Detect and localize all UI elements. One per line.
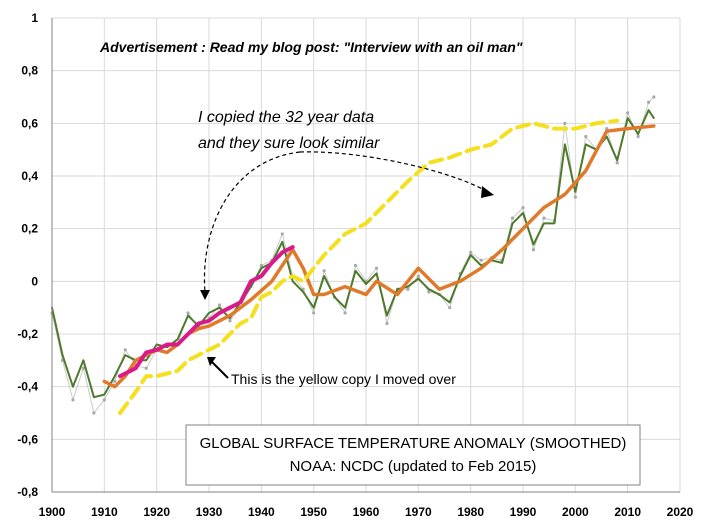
series-magenta-line bbox=[118, 245, 295, 379]
y-tick-label: 0,2 bbox=[21, 222, 38, 236]
raw-data-point bbox=[102, 398, 106, 402]
x-tick-label: 1990 bbox=[510, 505, 537, 519]
raw-data-point bbox=[186, 311, 190, 315]
raw-data-point bbox=[322, 269, 326, 273]
raw-data-point bbox=[374, 266, 379, 270]
y-tick-label: 1 bbox=[31, 11, 38, 25]
raw-data-point bbox=[312, 311, 316, 315]
y-tick-label: 0,8 bbox=[21, 64, 38, 78]
x-tick-label: 1940 bbox=[248, 505, 275, 519]
annotation-copied-line-2: and they sure look similar bbox=[198, 135, 380, 152]
y-tick-label: -0,2 bbox=[17, 327, 38, 341]
y-tick-label: 0,4 bbox=[21, 169, 38, 183]
raw-data-point bbox=[113, 379, 117, 383]
series-yellow-dashed-line bbox=[118, 118, 620, 415]
raw-data-point bbox=[573, 195, 577, 199]
y-tick-label: 0,6 bbox=[21, 116, 38, 130]
x-tick-label: 1930 bbox=[196, 505, 223, 519]
raw-data-point bbox=[531, 248, 536, 252]
raw-data-point bbox=[521, 206, 525, 210]
y-tick-labels: -0,8 -0,6 -0,4 -0,2 0 0,2 0,4 0,6 0,8 1 bbox=[17, 11, 38, 499]
raw-data-point bbox=[71, 398, 75, 402]
annotation-arrowhead-right bbox=[481, 186, 494, 198]
x-tick-label: 1920 bbox=[143, 505, 170, 519]
x-tick-labels: 1900 1910 1920 1930 1940 1950 1960 1970 1980 1990… bbox=[39, 505, 694, 519]
y-tick-label: 0 bbox=[31, 274, 38, 288]
axes bbox=[51, 18, 680, 493]
raw-data-point bbox=[626, 111, 630, 115]
y-tick-label: -0,4 bbox=[17, 380, 38, 394]
chart-subtitle: NOAA: NCDC (updated to Feb 2015) bbox=[290, 458, 537, 475]
x-tick-label: 1950 bbox=[300, 505, 327, 519]
annotation-yellow-arrow bbox=[211, 361, 229, 379]
raw-data-point bbox=[652, 95, 656, 99]
annotation-yellow-arrowhead bbox=[207, 357, 216, 366]
title-box bbox=[185, 424, 641, 486]
y-tick-label: -0,8 bbox=[17, 485, 38, 499]
raw-data-point bbox=[427, 290, 431, 294]
raw-data-point bbox=[217, 303, 222, 307]
raw-data-point bbox=[479, 258, 483, 262]
raw-data-point bbox=[406, 287, 410, 291]
annotation-arrow-left bbox=[203, 151, 301, 293]
x-tick-label: 2000 bbox=[562, 505, 589, 519]
series-layer bbox=[50, 95, 656, 415]
raw-data-point bbox=[259, 263, 263, 268]
x-tick-label: 2020 bbox=[667, 505, 694, 519]
x-tick-label: 1910 bbox=[91, 505, 118, 519]
x-tick-label: 1900 bbox=[39, 505, 66, 519]
x-tick-label: 2010 bbox=[614, 505, 641, 519]
raw-data-point bbox=[123, 348, 127, 352]
y-tick-label: -0,6 bbox=[17, 432, 38, 446]
raw-data-point bbox=[144, 366, 148, 370]
annotation-copied-line-1: I copied the 32 year data bbox=[198, 109, 374, 126]
x-tick-label: 1960 bbox=[353, 505, 380, 519]
raw-data-point bbox=[92, 411, 96, 415]
annotation-arrowhead-left bbox=[200, 290, 210, 300]
chart-title: GLOBAL SURFACE TEMPERATURE ANOMALY (SMOO… bbox=[200, 435, 627, 452]
raw-data-point bbox=[647, 100, 651, 104]
raw-data-point bbox=[416, 274, 420, 278]
raw-data-point bbox=[563, 121, 567, 125]
x-tick-label: 1970 bbox=[405, 505, 432, 519]
annotation-arrow-right bbox=[299, 151, 489, 193]
raw-data-point bbox=[615, 161, 619, 165]
raw-data-point bbox=[636, 134, 640, 139]
raw-data-point bbox=[385, 321, 389, 326]
raw-data-point bbox=[81, 366, 85, 370]
raw-data-point bbox=[343, 311, 347, 315]
x-tick-label: 1980 bbox=[457, 505, 484, 519]
annotation-yellow-text: This is the yellow copy I moved over bbox=[231, 371, 456, 387]
series-orange-line bbox=[102, 124, 656, 389]
raw-data-point bbox=[448, 306, 452, 310]
raw-data-point bbox=[280, 232, 284, 236]
raw-data-point bbox=[542, 216, 546, 220]
raw-data-point bbox=[584, 134, 588, 139]
raw-data-point bbox=[228, 319, 232, 323]
raw-data-point bbox=[353, 263, 358, 268]
raw-data-point bbox=[510, 216, 515, 220]
raw-data-point bbox=[469, 250, 473, 254]
advertisement-text[interactable]: Advertisement : Read my blog post: "Inte… bbox=[99, 39, 523, 55]
